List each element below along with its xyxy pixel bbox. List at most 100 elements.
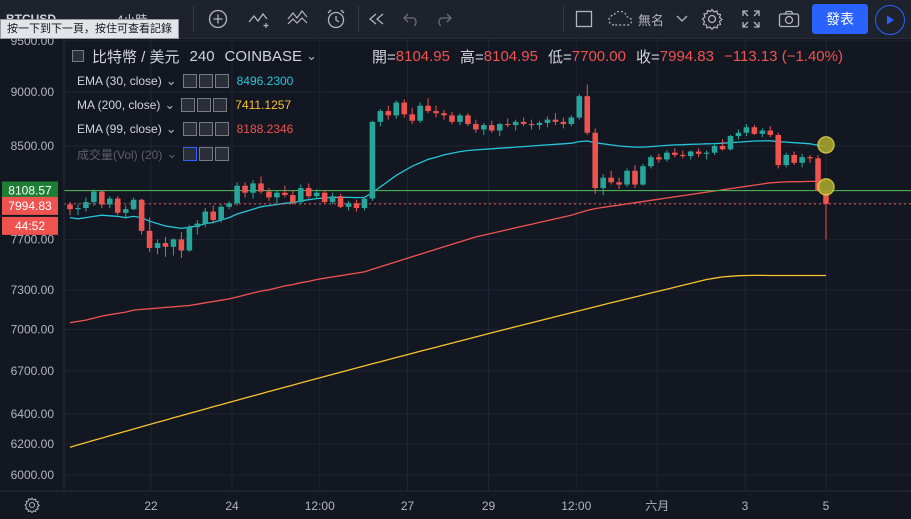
candle [656, 153, 662, 163]
candle [783, 152, 789, 168]
candle-body [91, 191, 97, 203]
price-tick-label: 8500.00 [11, 139, 55, 153]
gear-icon[interactable] [198, 122, 213, 136]
candle-body [162, 243, 169, 247]
close-icon[interactable] [214, 122, 229, 136]
visibility-icon[interactable] [182, 74, 197, 88]
candle-body [107, 198, 113, 205]
templates-icon[interactable] [283, 0, 313, 38]
candle [823, 190, 829, 240]
publish-button[interactable]: 發表 [812, 4, 868, 34]
candle-body [703, 152, 710, 154]
candle [552, 113, 559, 126]
candle [600, 174, 606, 196]
hidden-eye-icon[interactable] [183, 147, 198, 161]
time-axis[interactable]: 22 24 12:00 27 29 12:00 六月 3 5 [144, 499, 829, 513]
indicators-icon[interactable] [244, 0, 274, 38]
gear-icon[interactable] [197, 98, 212, 112]
candle [75, 204, 81, 216]
ohlc-row: 開= 8104.95 高= 8104.95 低= 7700.00 收= 7994.83 … [372, 46, 843, 66]
candle-body [83, 202, 89, 209]
open-label: 開= [372, 48, 396, 66]
candle-body [687, 151, 694, 157]
candle [592, 128, 599, 194]
candle-body [385, 111, 392, 116]
visibility-icon[interactable] [181, 98, 196, 112]
legend-exchange: COINBASE [224, 47, 303, 65]
alert-clock-icon[interactable] [321, 0, 351, 38]
alert-markers[interactable] [817, 136, 835, 196]
indicator-row-ema99[interactable]: EMA (99, close) ⌄ 8188.2346 [77, 119, 293, 139]
candle-body [449, 115, 455, 122]
candle-body [218, 206, 224, 220]
gear-icon[interactable] [699, 0, 725, 38]
candle-body [759, 130, 766, 134]
candle [258, 176, 264, 194]
candle [441, 110, 447, 120]
candle-body [640, 166, 646, 185]
visibility-icon[interactable] [182, 122, 197, 136]
candle [83, 197, 89, 212]
close-icon[interactable] [213, 98, 228, 112]
chevron-down-icon[interactable]: ⌄ [165, 73, 177, 88]
change-value: −113.13 (−1.40%) [724, 47, 843, 65]
time-tick-label: 5 [823, 499, 830, 513]
price-chart[interactable]: 9000.008500.008000.007700.007300.007000.… [0, 39, 911, 519]
candle [807, 154, 813, 163]
alert-marker[interactable] [817, 178, 835, 196]
play-icon[interactable] [875, 5, 905, 35]
collapse-icon[interactable] [72, 50, 84, 62]
candle [767, 126, 774, 138]
replay-icon[interactable] [365, 0, 389, 38]
alert-marker[interactable] [817, 136, 835, 154]
close-value: 7994.83 [659, 47, 714, 65]
candle [727, 134, 734, 151]
settings-gear-icon[interactable] [0, 491, 64, 519]
cloud-save-icon[interactable] [605, 0, 637, 38]
chevron-down-icon[interactable]: ⌄ [306, 48, 317, 63]
candle [107, 196, 113, 209]
candle [568, 115, 575, 127]
candle-body [433, 111, 439, 114]
chevron-down-icon[interactable]: ⌄ [165, 121, 177, 136]
candle [679, 150, 686, 159]
candle [488, 120, 495, 133]
redo-icon[interactable] [431, 0, 455, 38]
candle [162, 236, 169, 257]
candle [584, 84, 591, 135]
price-tick-label: 7700.00 [11, 232, 55, 246]
candle-body [576, 96, 583, 118]
gear-icon[interactable] [199, 147, 214, 161]
candle [266, 188, 272, 201]
chevron-down-icon[interactable] [672, 0, 692, 38]
candle-body [210, 211, 217, 220]
close-icon[interactable] [214, 74, 229, 88]
candle [194, 219, 201, 235]
candle [417, 102, 423, 123]
gear-icon[interactable] [198, 74, 213, 88]
legend-interval: 240 [189, 47, 215, 65]
candle-body [791, 154, 797, 163]
close-icon[interactable] [215, 147, 230, 161]
layout-name-label[interactable]: 無名 [638, 12, 665, 28]
candle [114, 196, 121, 216]
candle-body [377, 111, 384, 122]
layout-square-icon[interactable] [572, 0, 596, 38]
indicator-row-ema30[interactable]: EMA (30, close) ⌄ 8496.2300 [77, 71, 293, 91]
candle [234, 182, 240, 206]
undo-icon[interactable] [400, 0, 424, 38]
compare-add-icon[interactable] [204, 0, 232, 38]
chevron-down-icon[interactable]: ⌄ [164, 97, 176, 112]
chevron-down-icon[interactable]: ⌄ [166, 146, 178, 161]
camera-icon[interactable] [776, 0, 802, 38]
candle-body [719, 145, 726, 150]
candle-body [114, 198, 121, 213]
indicator-row-ma200[interactable]: MA (200, close) ⌄ 7411.1257 [77, 95, 291, 115]
candle-body [250, 183, 256, 193]
candle-body [568, 117, 575, 125]
candle [791, 151, 797, 166]
candle-body [775, 134, 782, 166]
indicator-row-volume[interactable]: 成交量(Vol) (20) ⌄ [77, 144, 231, 164]
fullscreen-icon[interactable] [738, 0, 764, 38]
candle [345, 200, 352, 211]
